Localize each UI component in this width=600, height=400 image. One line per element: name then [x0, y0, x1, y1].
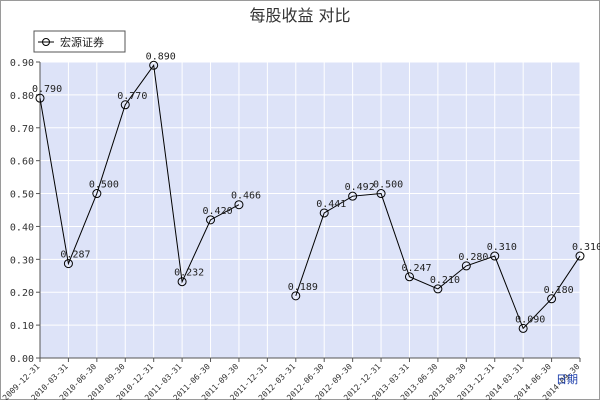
data-label: 0.287: [60, 250, 90, 261]
y-tick-label: 0.30: [10, 255, 34, 266]
data-point: [461, 261, 471, 271]
y-axis-ticks: 0.00 0.10 0.20 0.30 0.40 0.50 0.60 0.70 0.80 0.90: [10, 58, 40, 365]
x-axis-ticks: 2009-12-312010-03-312010-06-302010-09-30…: [1, 358, 582, 400]
data-label: 0.790: [32, 84, 62, 95]
data-label: 0.500: [89, 180, 119, 191]
data-labels: 0.790 0.287 0.500 0.770 0.890 0.232 0.420 0.466…: [32, 51, 600, 325]
data-label: 0.210: [430, 275, 460, 286]
y-tick-label: 0.00: [10, 354, 34, 365]
data-point: [291, 291, 301, 301]
data-point: [63, 259, 73, 269]
data-label: 0.090: [515, 314, 545, 325]
data-label: 0.890: [146, 51, 176, 62]
data-point: [575, 251, 585, 261]
data-point: [490, 251, 500, 261]
data-point: [433, 284, 443, 294]
series-segment: [39, 63, 240, 284]
data-point: [35, 93, 45, 103]
data-point: [319, 208, 329, 218]
y-tick-label: 0.20: [10, 288, 34, 299]
data-label: 0.232: [174, 268, 204, 279]
series-segment: [295, 193, 581, 330]
data-label: 0.420: [203, 206, 233, 217]
y-tick-label: 0.90: [10, 58, 34, 69]
data-label: 0.500: [373, 180, 403, 191]
data-label: 0.310: [487, 242, 517, 253]
data-point: [518, 323, 528, 333]
y-tick-label: 0.40: [10, 222, 34, 233]
data-label: 0.280: [458, 252, 488, 263]
y-tick-label: 0.10: [10, 321, 34, 332]
data-label: 0.247: [401, 263, 431, 274]
data-point: [348, 191, 358, 201]
legend-box: [33, 30, 126, 53]
y-tick-label: 0.50: [10, 190, 34, 201]
legend-label: 宏源证券: [60, 35, 104, 49]
data-point: [149, 60, 159, 70]
data-point: [177, 277, 187, 287]
axes: [39, 62, 580, 359]
y-tick-label: 0.60: [10, 157, 34, 168]
data-label: 0.180: [544, 285, 574, 296]
plot-area: [40, 62, 580, 358]
series-line: [39, 63, 581, 330]
data-label: 0.310: [572, 242, 600, 253]
legend: 宏源证券: [33, 30, 126, 53]
data-point: [404, 272, 414, 282]
data-point: [92, 189, 102, 199]
chart-title: 每股收益 对比: [249, 6, 350, 25]
data-label: 0.466: [231, 191, 261, 202]
data-point: [120, 100, 130, 110]
data-label: 0.441: [316, 199, 346, 210]
y-tick-label: 0.70: [10, 124, 34, 135]
y-tick-label: 0.80: [10, 91, 34, 102]
data-point: [234, 200, 244, 210]
data-label: 0.770: [117, 91, 147, 102]
x-axis-label: 日期: [556, 373, 578, 386]
data-label: 0.189: [288, 282, 318, 293]
legend-marker: [42, 38, 50, 46]
data-label: 0.492: [345, 182, 375, 193]
data-point: [206, 215, 216, 225]
data-points: [35, 60, 585, 333]
data-point: [376, 189, 386, 199]
data-point: [547, 294, 557, 304]
